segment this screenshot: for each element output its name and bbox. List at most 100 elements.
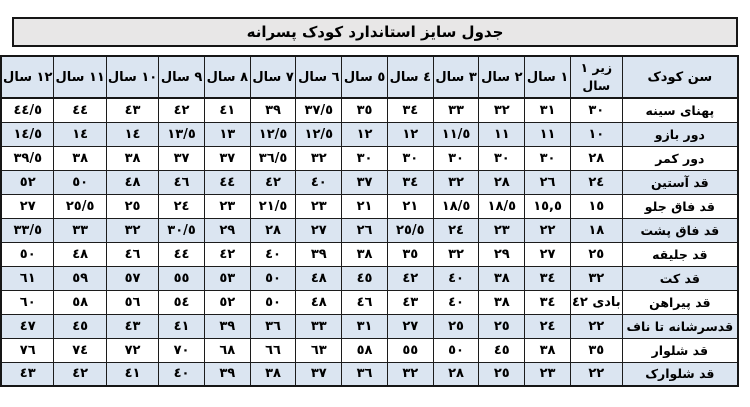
age-header: ١٠ سال [105, 55, 160, 99]
value-cell: ٤١ [203, 97, 251, 123]
value-cell: ٤٤ [203, 169, 251, 195]
value-cell: ١٣/٥ [158, 121, 205, 147]
value-cell: ١١/٥ [432, 121, 480, 147]
value-cell: ٤٤ [53, 97, 107, 123]
value-cell: ٣٩ [203, 313, 251, 339]
value-cell: ٣٣/٥ [0, 217, 55, 243]
value-cell: ٣٠ [341, 145, 388, 171]
value-cell: ١٢ [386, 121, 434, 147]
age-header: ٣ سال [432, 55, 480, 99]
value-cell: ٤٢ [158, 97, 205, 123]
value-cell: ٢٦ [524, 169, 571, 195]
value-cell: ٢٨ [432, 361, 480, 387]
value-cell: ٣٢ [105, 217, 160, 243]
value-cell: ٣٦/٥ [249, 145, 297, 171]
value-cell: ٤٠ [432, 265, 480, 291]
value-cell: ١١ [524, 121, 571, 147]
table-row: قد فاق پشت ١٨ ٢٢ ٢٣ ٢٤ ٢٥/٥ ٢٦ ٢٧ ٢٨ ٢٩ ٣٠/٥ ٣٢ ٣٣ ٣٣… [0, 217, 739, 243]
value-cell: ٢١/٥ [249, 193, 297, 219]
value-cell: ٤٨ [295, 265, 343, 291]
value-cell: ٢٨ [569, 145, 623, 171]
row-label-cell: قدسرشانه تا ناف [621, 313, 739, 339]
value-cell: ٣٦ [249, 313, 297, 339]
value-cell: ٣٣ [295, 313, 343, 339]
value-cell: ٣٠ [524, 145, 571, 171]
value-cell: ٤٨ [105, 169, 160, 195]
value-cell: ٤٣ [0, 361, 55, 387]
value-cell: ١٥,٥ [524, 193, 571, 219]
row-label-cell: دور بازو [621, 121, 739, 147]
value-cell: ٢٧ [0, 193, 55, 219]
row-label-cell: قد فاق جلو [621, 193, 739, 219]
age-header: ٧ سال [249, 55, 297, 99]
age-header: ١٢ سال [0, 55, 55, 99]
value-cell: ٣٣ [432, 97, 480, 123]
value-cell: ٣٢ [432, 169, 480, 195]
table-row: دور بازو ١٠ ١١ ١١ ١١/٥ ١٢ ١٢ ١٢/٥ ١٢/٥ ١٣ ١٣/٥ ١٤ ١٤… [0, 121, 739, 147]
value-cell: ٤١ [105, 361, 160, 387]
value-cell: ٣٤ [524, 265, 571, 291]
value-cell: ٤٢ [249, 169, 297, 195]
age-header: ٢ سال [478, 55, 526, 99]
value-cell: ٢٥ [569, 241, 623, 267]
value-cell: ٤٣ [105, 313, 160, 339]
value-cell: ٣٨ [341, 241, 388, 267]
value-cell: ٣٧ [295, 361, 343, 387]
value-cell: ٢٣ [524, 361, 571, 387]
value-cell: ١٥ [569, 193, 623, 219]
value-cell: ٥٠ [249, 265, 297, 291]
value-cell: ٢٥ [432, 313, 480, 339]
value-cell: ٢٩ [478, 241, 526, 267]
value-cell: ١٠ [569, 121, 623, 147]
value-cell: ٤٦ [158, 169, 205, 195]
value-cell: ٣٤ [524, 289, 571, 315]
value-cell: ٥٣ [203, 265, 251, 291]
value-cell: ٢٥ [478, 361, 526, 387]
value-cell: ٢٧ [295, 217, 343, 243]
value-cell: ٥٢ [203, 289, 251, 315]
value-cell: ٣٢ [432, 241, 480, 267]
value-cell: ٢٣ [295, 193, 343, 219]
row-label-cell: قد جلیقه [621, 241, 739, 267]
value-cell: ٣٩ [295, 241, 343, 267]
value-cell: ١٤/٥ [0, 121, 55, 147]
value-cell: ٥٥ [158, 265, 205, 291]
value-cell: ٢١ [386, 193, 434, 219]
row-label-cell: قد شلوار [621, 337, 739, 363]
value-cell: ١٣ [203, 121, 251, 147]
value-cell: ٣٥ [569, 337, 623, 363]
value-cell: ٣٢ [386, 361, 434, 387]
age-header: ١١ سال [53, 55, 107, 99]
value-cell: ٥٨ [341, 337, 388, 363]
value-cell: ٣٩ [249, 97, 297, 123]
value-cell: ٤٨ [295, 289, 343, 315]
table-row: دور کمر ٢٨ ٣٠ ٣٠ ٣٠ ٣٠ ٣٠ ٣٢ ٣٦/٥ ٣٧ ٣٧ ٣٨ ٣٨ ٣٩/٥ [0, 145, 739, 171]
value-cell: ١٢ [341, 121, 388, 147]
value-cell: ١٨/٥ [432, 193, 480, 219]
value-cell: ١٤ [53, 121, 107, 147]
table-row: قد آستین ٢٤ ٢٦ ٢٨ ٣٢ ٣٤ ٣٧ ٤٠ ٤٢ ٤٤ ٤٦ ٤٨ ٥٠ ٥٢ [0, 169, 739, 195]
value-cell: ٥٩ [53, 265, 107, 291]
value-cell: ٢٢ [524, 217, 571, 243]
value-cell: ٥٠ [0, 241, 55, 267]
value-cell: ٣٣ [53, 217, 107, 243]
value-cell: ٢٤ [569, 169, 623, 195]
value-cell: ٢٥ [105, 193, 160, 219]
value-cell: ٥٠ [249, 289, 297, 315]
value-cell: ٣٢ [295, 145, 343, 171]
value-cell: ٤٠ [432, 289, 480, 315]
value-cell: ٥٠ [53, 169, 107, 195]
value-cell: ٣٨ [524, 337, 571, 363]
table-row: قد شلوارک ٢٢ ٢٣ ٢٥ ٢٨ ٣٢ ٣٦ ٣٧ ٣٨ ٣٩ ٤٠ ٤١ ٤٢ ٤٣ [0, 361, 739, 387]
value-cell: ٣٧/٥ [295, 97, 343, 123]
value-cell: ٥٦ [105, 289, 160, 315]
value-cell: ٢٨ [478, 169, 526, 195]
size-table: سن کودک زیر ١ سال ١ سال ٢ سال ٣ سال ٤ سال ٥ سا… [0, 55, 739, 387]
age-header: ٨ سال [203, 55, 251, 99]
table-title: جدول سایز استاندارد کودک پسرانه [246, 23, 504, 41]
value-cell: ٢٣ [203, 193, 251, 219]
header-row: سن کودک زیر ١ سال ١ سال ٢ سال ٣ سال ٤ سال ٥ سا… [0, 55, 739, 99]
value-cell: ٤٦ [105, 241, 160, 267]
value-cell: ٣٤ [386, 169, 434, 195]
value-cell: ١٨ [569, 217, 623, 243]
